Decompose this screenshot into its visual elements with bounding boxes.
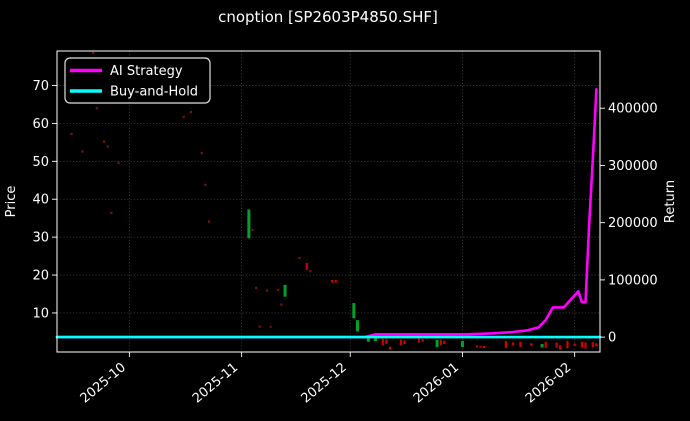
plot-frame	[56, 50, 601, 353]
return-axis-label: Return	[663, 180, 678, 223]
price-tick-label: 30	[32, 231, 49, 246]
candlesticks	[70, 51, 598, 350]
return-tick-label: 200000	[608, 216, 658, 231]
price-tick-label: 20	[32, 269, 49, 284]
price-tick-label: 70	[32, 79, 49, 94]
return-tick-label: 100000	[608, 273, 658, 288]
series-line-ai-strategy	[55, 88, 598, 339]
price-tick-label: 60	[32, 117, 49, 132]
chart-title: cnoption [SP2603P4850.SHF]	[218, 8, 438, 26]
price-axis-label: Price	[4, 186, 19, 218]
return-tick-label: 300000	[608, 159, 658, 174]
series-lines	[55, 88, 602, 339]
legend-label-ai-strategy: AI Strategy	[110, 64, 183, 79]
price-tick-label: 40	[32, 193, 49, 208]
legend-label-buy-and-hold: Buy-and-Hold	[110, 85, 198, 100]
legend: AI Strategy Buy-and-Hold	[64, 57, 211, 104]
return-tick-label: 0	[608, 331, 616, 346]
price-tick-label: 50	[32, 155, 49, 170]
return-tick-label: 400000	[608, 102, 658, 117]
price-tick-label: 10	[32, 306, 49, 321]
